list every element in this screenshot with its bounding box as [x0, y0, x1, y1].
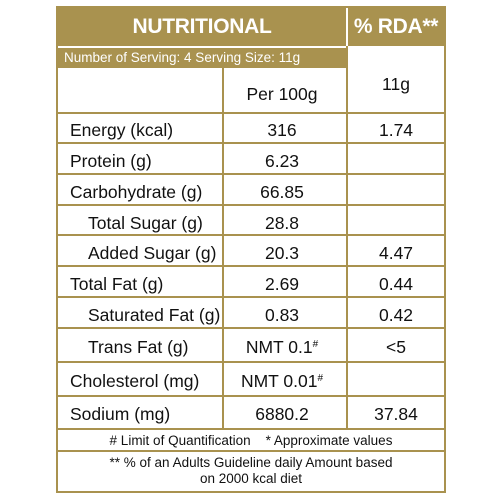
row-divider: [58, 428, 444, 430]
row-divider: [58, 395, 444, 397]
nutrient-value: 0.83: [264, 305, 300, 325]
nutrition-panel: NUTRITIONAL INFORMATION* % RDA** Number …: [56, 6, 446, 493]
nutrient-value-cell: NMT 0.01#: [224, 371, 340, 391]
nutrient-name: Protein (g): [70, 151, 152, 171]
loq-mark: #: [312, 339, 319, 350]
footnote-diet: on 2000 kcal diet: [199, 471, 303, 486]
nutrient-value: 28.8: [264, 213, 300, 233]
row-divider: [58, 173, 444, 175]
nutrient-value: 66.85: [260, 182, 304, 202]
column-divider-rda: [346, 46, 348, 428]
nutrient-rda: <5: [386, 337, 406, 357]
nutrient-value: 316: [267, 120, 297, 140]
nutrient-rda: 4.47: [378, 243, 414, 263]
nutrient-value: 2.69: [264, 274, 300, 294]
footnote-rda: ** % of an Adults Guideline daily Amount…: [109, 455, 393, 470]
nutrient-value: NMT 0.01: [240, 371, 318, 391]
nutrient-value: 6880.2: [255, 404, 309, 424]
rda-title: % RDA**: [348, 8, 444, 46]
nutrient-name: Sodium (mg): [70, 404, 171, 424]
row-divider: [58, 204, 444, 206]
nutrient-value: NMT 0.1: [245, 337, 313, 357]
nutrient-rda: 37.84: [374, 404, 418, 424]
nutrient-name: Carbohydrate (g): [70, 182, 203, 202]
nutrient-name: Cholesterol (mg): [70, 371, 200, 391]
row-divider: [58, 296, 444, 298]
nutrient-value: 20.3: [264, 243, 300, 263]
nutrient-value-cell: NMT 0.1#: [224, 337, 340, 357]
nutrient-name: Energy (kcal): [70, 120, 174, 140]
rda-serving-size: 11g: [382, 74, 410, 94]
column-divider-value: [222, 68, 224, 428]
footer-divider: [58, 450, 444, 452]
loq-mark: #: [317, 373, 324, 384]
nutrient-name: Added Sugar (g): [88, 243, 217, 263]
footnote-loq: # Limit of Quantification * Approximate …: [109, 433, 393, 448]
row-divider: [58, 234, 444, 236]
nutrient-rda: 1.74: [378, 120, 414, 140]
row-divider: [58, 142, 444, 144]
row-divider: [58, 361, 444, 363]
nutrient-rda: 0.42: [378, 305, 414, 325]
row-divider: [58, 112, 444, 114]
row-divider: [58, 327, 444, 329]
nutrient-name: Total Fat (g): [70, 274, 164, 294]
nutrient-rda: 0.44: [378, 274, 414, 294]
nutrient-name: Total Sugar (g): [88, 213, 203, 233]
row-divider: [58, 265, 444, 267]
nutrient-value: 6.23: [264, 151, 300, 171]
nutrition-title: NUTRITIONAL INFORMATION*: [58, 8, 346, 76]
per-100g-header: Per 100g: [246, 84, 318, 104]
nutrient-name: Saturated Fat (g): [88, 305, 221, 325]
nutrient-name: Trans Fat (g): [88, 337, 189, 357]
serving-info: Number of Serving: 4 Serving Size: 11g: [58, 48, 346, 68]
header-divider: [346, 8, 348, 46]
